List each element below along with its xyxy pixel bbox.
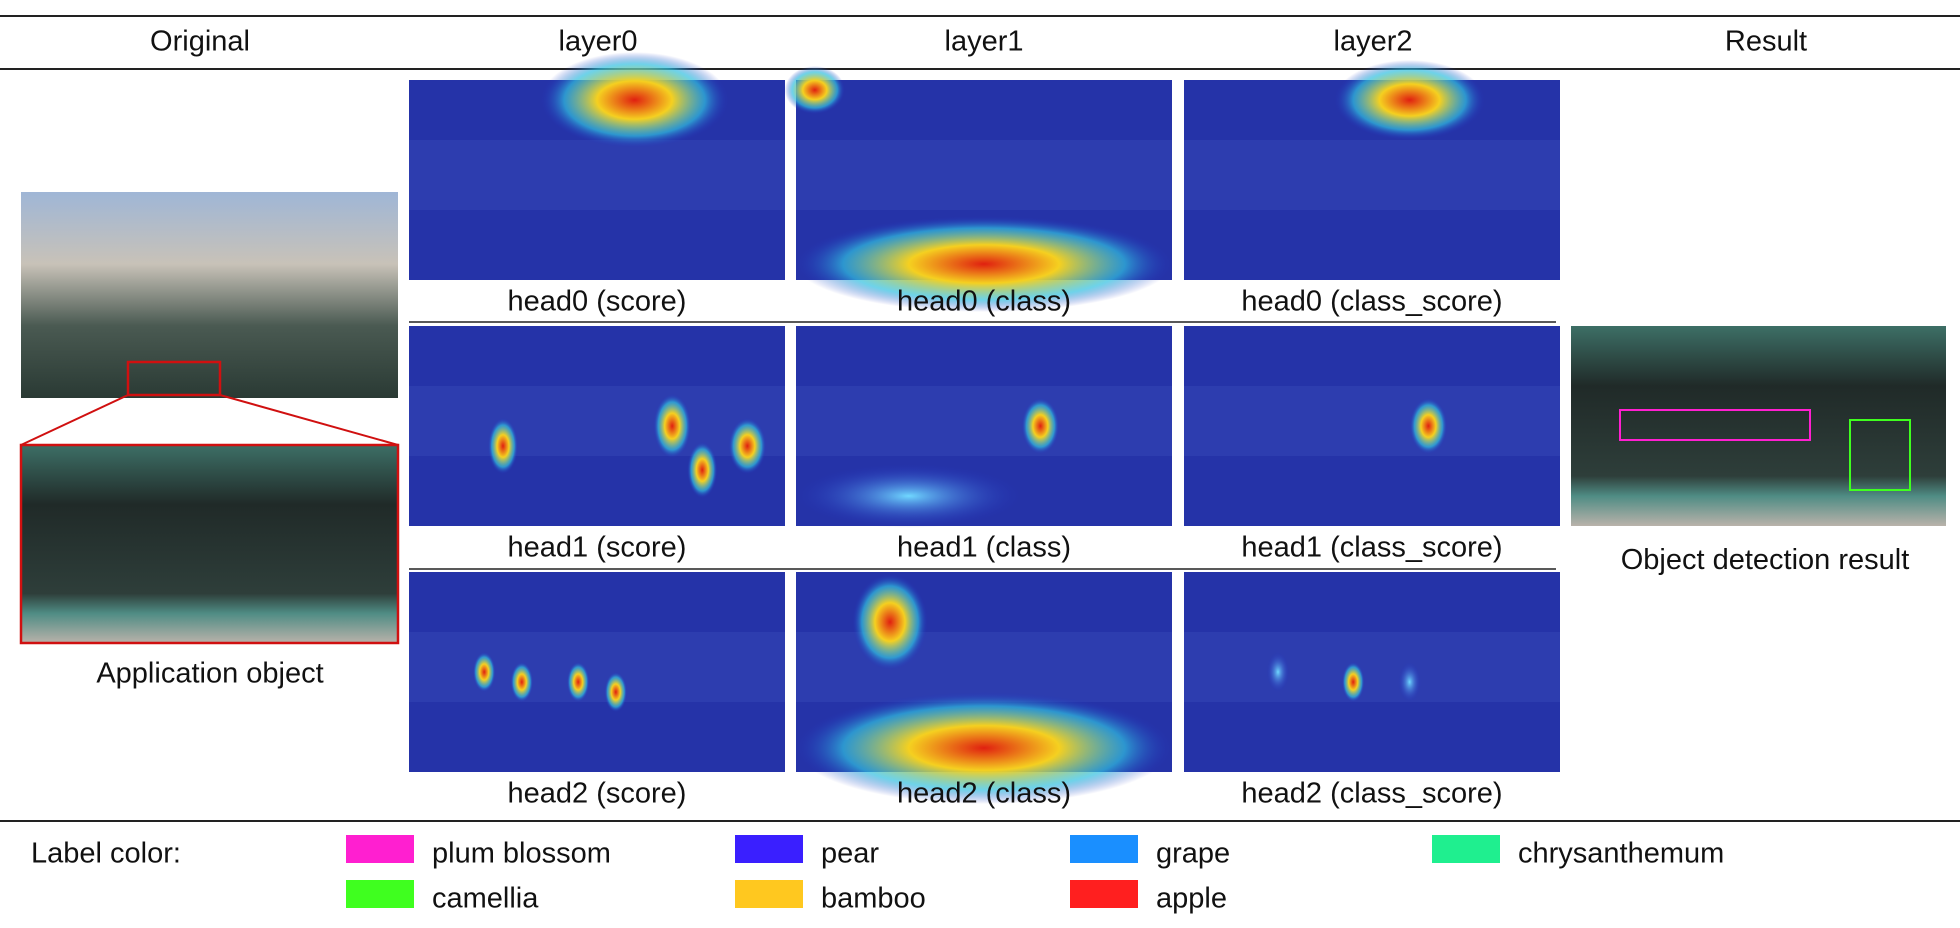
column-header: Original [150, 26, 250, 58]
heatmap-texture [409, 386, 785, 456]
legend-title: Label color: [31, 838, 181, 870]
column-header: layer2 [1334, 26, 1413, 58]
heatmap-blob [653, 394, 691, 458]
original-image [21, 192, 398, 398]
column-header: layer1 [945, 26, 1024, 58]
legend-swatch [735, 835, 803, 863]
heatmap-blob [1398, 662, 1421, 702]
heatmap-texture [796, 386, 1172, 456]
legend-swatch [1070, 835, 1138, 863]
detection-box [1619, 409, 1811, 441]
legend-swatch [346, 880, 414, 908]
result-caption: Object detection result [1620, 544, 1910, 576]
heatmap-texture [1184, 386, 1560, 456]
legend-label: bamboo [821, 883, 926, 915]
heatmap-caption: head2 (class) [897, 778, 1071, 810]
legend-label: plum blossom [432, 838, 611, 870]
heatmap-blob [487, 418, 519, 474]
heatmap-blob [852, 574, 928, 670]
heatmap-blob [1409, 398, 1448, 454]
heatmap-texture [1184, 632, 1560, 702]
legend-label: apple [1156, 883, 1227, 915]
zoom-line [219, 394, 399, 446]
heatmap-blob [604, 672, 628, 712]
heatmap-blob [687, 442, 718, 498]
heatmap-blob [796, 216, 1172, 312]
result-image [1571, 326, 1946, 526]
heatmap-blob [472, 652, 496, 692]
heatmap-blob [728, 418, 767, 474]
zoom-line [20, 394, 129, 446]
heatmap-blob [540, 52, 729, 148]
heatmap-blob [784, 66, 845, 114]
heatmap-texture [409, 632, 785, 702]
legend-label: chrysanthemum [1518, 838, 1724, 870]
column-header: Result [1725, 26, 1807, 58]
legend-label: pear [821, 838, 879, 870]
heatmap-caption: head2 (class_score) [1241, 778, 1502, 810]
legend-swatch [346, 835, 414, 863]
legend-swatch [1432, 835, 1500, 863]
legend-label: camellia [432, 883, 539, 915]
heatmap-caption: head1 (class) [897, 532, 1071, 564]
heatmap-caption: head0 (class_score) [1241, 286, 1502, 318]
legend-swatch [735, 880, 803, 908]
heatmap-caption: head1 (class_score) [1241, 532, 1502, 564]
heatmap-blob [1334, 60, 1485, 140]
heatmap-blob [796, 692, 1172, 804]
heatmap-blob [1266, 652, 1290, 692]
heatmap-texture [1184, 140, 1560, 210]
detection-box [1849, 419, 1911, 491]
heatmap-caption: head2 (score) [508, 778, 687, 810]
legend-label: grape [1156, 838, 1230, 870]
zoom-box [126, 360, 222, 397]
heatmap-blob [510, 662, 534, 702]
heatmap-blob [1021, 398, 1060, 454]
heatmap-blob [566, 662, 590, 702]
heatmap-texture [796, 632, 1172, 702]
heatmap-texture [796, 140, 1172, 210]
heatmap-blob [796, 464, 1022, 528]
heatmap-texture [409, 140, 785, 210]
heatmap-caption: head1 (score) [508, 532, 687, 564]
zoom-image [19, 443, 400, 645]
heatmap-blob [1341, 662, 1365, 702]
legend-swatch [1070, 880, 1138, 908]
heatmap-caption: head0 (class) [897, 286, 1071, 318]
original-caption: Application object [96, 658, 323, 690]
heatmap-caption: head0 (score) [508, 286, 687, 318]
